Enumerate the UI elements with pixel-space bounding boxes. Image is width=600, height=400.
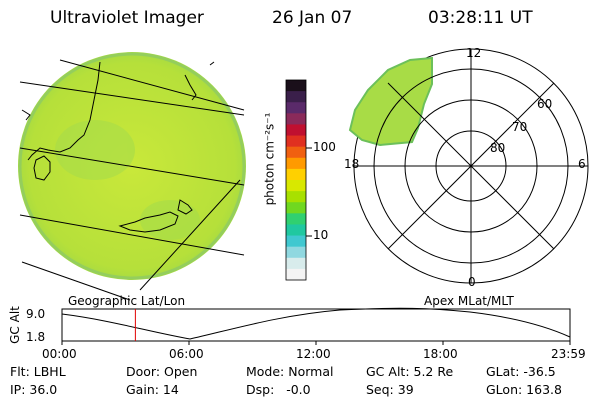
colorbar-band (286, 102, 306, 114)
mlat-label-70: 70 (512, 120, 528, 134)
glon-info: GLon: 163.8 (486, 382, 562, 397)
polar-plot (348, 48, 589, 284)
coastlines (21, 61, 215, 233)
time-label: 03:28:11 UT (428, 8, 533, 28)
colorbar-tick-10: 10 (313, 228, 329, 242)
colorbar-band (286, 91, 306, 103)
aurora-oval (348, 56, 433, 147)
colorbar-band (286, 124, 306, 137)
geographic-caption: Geographic Lat/Lon (68, 294, 186, 308)
seq-info: Seq: 39 (366, 382, 414, 397)
timeline-xtick-3: 18:00 (423, 347, 458, 361)
altitude-timeline (61, 307, 571, 345)
colorbar-band (286, 246, 306, 259)
door-info: Door: Open (126, 364, 198, 379)
dsp-info: Dsp: -0.0 (246, 382, 311, 397)
colorbar-band (286, 157, 306, 170)
date-label: 26 Jan 07 (272, 8, 353, 28)
timeline-xtick-1: 06:00 (169, 347, 204, 361)
latlon-grid (19, 59, 245, 301)
filter-info: Flt: LBHL (10, 364, 66, 379)
colorbar-band (286, 191, 306, 203)
mlt-label-12: 12 (466, 46, 482, 60)
timeline-ytick-bottom: 1.8 (26, 330, 46, 344)
timeline-xtick-2: 12:00 (296, 347, 331, 361)
colorbar-band (286, 168, 306, 181)
apex-caption: Apex MLat/MLT (424, 294, 514, 308)
mlt-label-18: 18 (344, 157, 360, 171)
instrument-title: Ultraviolet Imager (50, 8, 204, 28)
altitude-curve (61, 307, 571, 340)
colorbar-unit: photon cm⁻²s⁻¹ (262, 112, 277, 206)
mlat-label-80: 80 (490, 141, 506, 155)
colorbar-band (286, 113, 306, 125)
glat-info: GLat: -36.5 (486, 364, 556, 379)
colorbar-band (286, 213, 306, 225)
timeline-xtick-0: 00:00 (42, 347, 77, 361)
colorbar-band (286, 135, 306, 148)
mode-info: Mode: Normal (246, 364, 334, 379)
timeline-ytick-top: 9.0 (26, 307, 46, 321)
ip-info: IP: 36.0 (10, 382, 58, 397)
colorbar (286, 80, 306, 281)
gcalt-info: GC Alt: 5.2 Re (366, 364, 454, 379)
colorbar-band (286, 180, 306, 192)
colorbar-band (286, 257, 306, 270)
mlat-label-60: 60 (537, 97, 553, 111)
timeline-xtick-4: 23:59 (551, 347, 586, 361)
mlt-label-0: 0 (468, 275, 476, 289)
mlt-label-6: 6 (578, 157, 586, 171)
gain-info: Gain: 14 (126, 382, 179, 397)
colorbar-band (286, 146, 306, 159)
colorbar-band (286, 235, 306, 248)
timeline-ylabel: GC Alt (7, 306, 22, 344)
colorbar-band (286, 268, 306, 281)
colorbar-band (286, 224, 306, 237)
colorbar-band (286, 80, 306, 92)
colorbar-band (286, 202, 306, 214)
colorbar-tick-100: 100 (313, 140, 336, 154)
